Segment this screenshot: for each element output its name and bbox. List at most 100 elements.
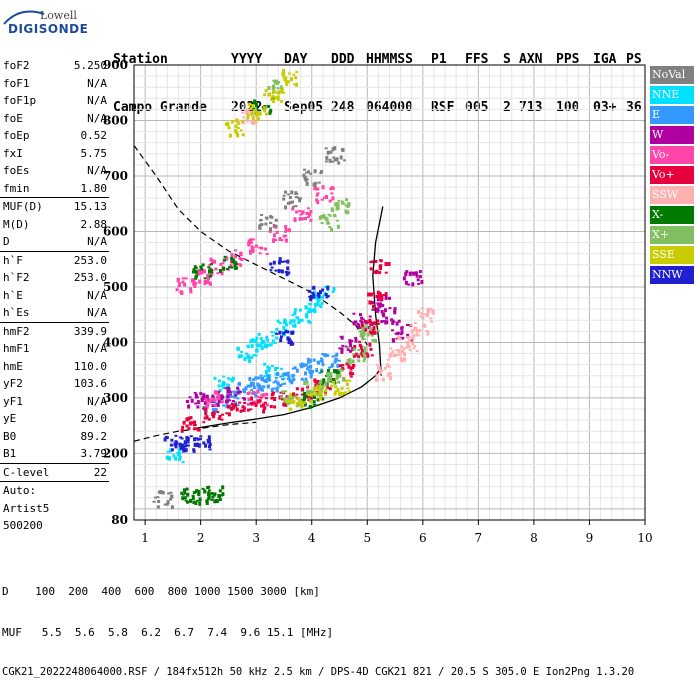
echo-x-point (318, 381, 322, 384)
echo-x-point (192, 501, 196, 504)
echo-w-point (400, 326, 404, 329)
header-cell: 03+ (593, 100, 617, 115)
echo-noval-point (169, 491, 173, 494)
echo-sse-point (300, 404, 304, 408)
echo-e-point (283, 382, 287, 385)
param-value: N/A (87, 288, 107, 302)
echo-vo-point (204, 398, 208, 402)
param-label: MUF(D) (3, 200, 43, 213)
echo-nne-point (174, 456, 178, 461)
echo-noval-point (284, 205, 288, 210)
echo-ssw-point (429, 307, 433, 310)
file-info-line: CGK21_2022248064000.RSF / 184fx512h 50 k… (2, 666, 635, 678)
echo-ssw-point (379, 371, 382, 375)
echo-x-point (319, 379, 323, 384)
echo-x-point (212, 492, 216, 497)
echo-vo-point (345, 362, 349, 366)
echo-nne-point (274, 367, 278, 371)
echo-vo-point (352, 364, 356, 368)
echo-e-point (274, 379, 278, 383)
echo-sse-point (264, 89, 268, 93)
echo-noval-point (331, 147, 335, 152)
echo-w-point (211, 394, 215, 399)
echo-vo-point (280, 398, 284, 401)
echo-nne-point (317, 298, 321, 301)
echo-nne-point (318, 304, 322, 307)
echo-x-point (201, 263, 205, 267)
echo-e-point (295, 368, 299, 373)
echo-nnw-point (269, 262, 273, 266)
echo-e-point (252, 386, 256, 389)
echo-e-point (299, 363, 303, 367)
echo-w-point (190, 398, 194, 403)
echo-vo-point (306, 394, 310, 399)
echo-e-point (260, 377, 264, 382)
echo-nnw-point (278, 331, 282, 335)
echo-x-point (370, 334, 374, 337)
echo-sse-point (317, 387, 321, 392)
echo-nne-point (246, 344, 250, 348)
echo-x-point (194, 269, 198, 274)
echo-vo-point (209, 257, 213, 262)
echo-nnw-point (325, 296, 329, 299)
echo-x-point (320, 222, 324, 224)
echo-x-point (273, 80, 277, 83)
echo-vo-point (347, 364, 351, 369)
echo-vo-point (247, 239, 251, 244)
echo-nnw-point (189, 435, 193, 438)
echo-vo-point (203, 416, 207, 420)
echo-nne-point (314, 303, 318, 306)
echo-x-point (189, 498, 192, 503)
echo-w-point (410, 338, 414, 343)
echo-sse-point (227, 126, 231, 130)
echo-noval-point (313, 169, 317, 174)
echo-nne-point (222, 382, 226, 386)
echo-noval-point (319, 172, 323, 175)
echo-vo-point (212, 397, 216, 402)
echo-vo-point (183, 282, 187, 287)
ionogram-header: Station YYYY DAY DDD HHMMSS P1 FFS S AXN PPS IGA PS… (113, 20, 642, 132)
echo-ssw-point (386, 363, 390, 368)
echo-vo-point (203, 282, 207, 286)
echo-w-point (406, 333, 410, 338)
echo-nne-point (288, 321, 292, 325)
echo-vo-point (358, 340, 361, 343)
echo-sse-point (297, 397, 301, 400)
echo-nnw-point (307, 289, 311, 293)
echo-vo-point (279, 391, 283, 394)
param-row: hmE 110.0 (0, 358, 110, 376)
echo-x-point (267, 104, 271, 108)
echo-vo-point (361, 353, 365, 358)
echo-vo-point (194, 427, 198, 430)
echo-e-point (228, 395, 232, 398)
echo-noval-point (309, 172, 313, 175)
echo-vo-point (209, 282, 212, 286)
echo-nne-point (177, 448, 181, 453)
echo-vo-point (218, 415, 222, 418)
echo-nne-point (292, 319, 296, 322)
echo-w-point (418, 275, 422, 279)
echo-w-point (371, 301, 375, 304)
echo-sse-point (334, 390, 338, 393)
echo-nne-point (315, 298, 319, 300)
echo-x-point (362, 360, 366, 363)
echo-sse-point (346, 387, 350, 390)
echo-x-point (307, 390, 310, 393)
echo-x-point (191, 270, 195, 274)
echo-nne-point (251, 338, 255, 343)
echo-vo-point (234, 403, 238, 408)
echo-vo-point (369, 267, 373, 271)
echo-w-point (378, 305, 382, 309)
echo-vo-point (372, 326, 376, 331)
echo-nne-point (313, 290, 317, 293)
echo-x-point (303, 402, 307, 407)
echo-x-point (312, 403, 316, 406)
echo-vo-point (180, 291, 184, 295)
echo-x-point (203, 277, 207, 280)
echo-nne-point (176, 452, 180, 457)
echo-nne-point (284, 328, 288, 331)
echo-e-point (234, 394, 237, 399)
echo-nnw-point (278, 257, 282, 262)
echo-sse-point (298, 399, 302, 402)
echo-nnw-point (180, 437, 184, 440)
